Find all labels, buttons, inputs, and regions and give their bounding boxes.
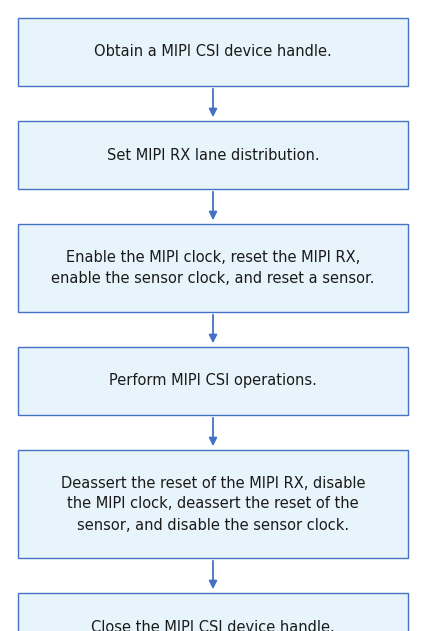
Text: Close the MIPI CSI device handle.: Close the MIPI CSI device handle. xyxy=(91,620,335,631)
FancyBboxPatch shape xyxy=(18,121,408,189)
FancyBboxPatch shape xyxy=(18,347,408,415)
FancyBboxPatch shape xyxy=(18,593,408,631)
Text: Obtain a MIPI CSI device handle.: Obtain a MIPI CSI device handle. xyxy=(94,45,332,59)
Text: Enable the MIPI clock, reset the MIPI RX,
enable the sensor clock, and reset a s: Enable the MIPI clock, reset the MIPI RX… xyxy=(51,250,375,286)
Text: Perform MIPI CSI operations.: Perform MIPI CSI operations. xyxy=(109,374,317,389)
FancyBboxPatch shape xyxy=(18,224,408,312)
Text: Set MIPI RX lane distribution.: Set MIPI RX lane distribution. xyxy=(106,148,320,163)
FancyBboxPatch shape xyxy=(18,450,408,558)
Text: Deassert the reset of the MIPI RX, disable
the MIPI clock, deassert the reset of: Deassert the reset of the MIPI RX, disab… xyxy=(61,476,365,533)
FancyBboxPatch shape xyxy=(18,18,408,86)
